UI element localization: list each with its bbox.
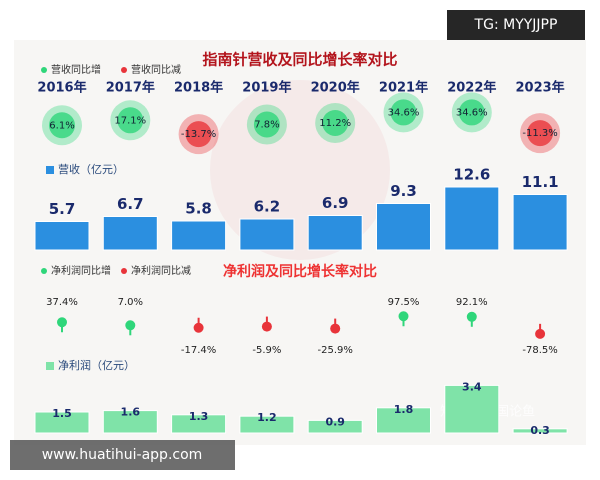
growth-label: -11.3% <box>522 128 557 139</box>
legend-label: 净利润同比减 <box>131 264 191 277</box>
growth-label: -17.4% <box>181 345 216 356</box>
growth-bubble <box>322 109 349 136</box>
growth-label: 37.4% <box>46 297 78 308</box>
growth-bubble <box>117 107 144 134</box>
bar <box>239 218 295 251</box>
legend-label: 净利润同比增 <box>51 264 111 277</box>
growth-label: 97.5% <box>388 297 420 308</box>
growth-bubble <box>185 121 212 148</box>
growth-label: 17.1% <box>114 115 146 126</box>
growth-label: 7.0% <box>118 297 143 308</box>
bar <box>171 220 227 251</box>
axis-label: 营收（亿元） <box>58 162 124 176</box>
bar <box>102 410 158 434</box>
value-label: 0.3 <box>530 424 550 437</box>
growth-dot <box>398 311 409 322</box>
value-label: 6.9 <box>322 194 349 212</box>
chart-title: 净利润及同比增长率对比 <box>223 263 377 280</box>
growth-dot <box>535 328 546 339</box>
value-label: 5.8 <box>185 200 212 218</box>
growth-dot <box>466 311 477 322</box>
x-tick-label: 2019年 <box>242 80 291 96</box>
legend-marker <box>121 268 127 274</box>
growth-label: 11.2% <box>319 118 351 129</box>
bar <box>376 407 431 434</box>
value-label: 1.5 <box>52 407 72 420</box>
bar <box>34 221 90 251</box>
bar <box>171 414 227 434</box>
growth-label: -78.5% <box>522 345 557 356</box>
legend-marker <box>41 268 47 274</box>
value-label: 6.7 <box>117 195 144 213</box>
growth-bubble <box>49 112 75 139</box>
legend-marker <box>121 67 127 73</box>
x-tick-label: 2017年 <box>106 80 155 96</box>
bar <box>444 384 500 434</box>
x-tick-label: 2022年 <box>447 80 496 96</box>
bar <box>512 428 568 434</box>
growth-label: 6.1% <box>49 120 74 131</box>
growth-label: -25.9% <box>318 345 353 356</box>
x-tick-label: 2023年 <box>516 80 565 96</box>
bar <box>239 415 295 434</box>
x-tick-label: 2018年 <box>174 80 223 96</box>
value-label: 1.2 <box>257 411 277 424</box>
growth-dot <box>193 322 204 333</box>
value-label: 0.9 <box>325 415 345 428</box>
growth-label: 7.8% <box>254 119 279 130</box>
growth-dot <box>125 320 136 331</box>
growth-dot <box>330 323 341 334</box>
bar <box>34 411 90 434</box>
bar <box>307 419 363 434</box>
watermark-box <box>447 10 585 40</box>
x-tick-label: 2021年 <box>379 80 428 96</box>
value-label: 11.1 <box>522 173 559 191</box>
value-label: 1.8 <box>394 403 414 416</box>
growth-label: 92.1% <box>456 297 488 308</box>
value-label: 12.6 <box>453 166 490 184</box>
bar <box>444 186 500 251</box>
growth-bubble <box>527 120 554 147</box>
legend-label: 营收同比减 <box>131 63 181 76</box>
logo <box>210 80 390 260</box>
bar <box>376 203 431 251</box>
bar <box>307 215 363 251</box>
growth-dot <box>261 321 272 332</box>
x-tick-label: 2016年 <box>37 80 86 96</box>
watermark-box <box>10 440 235 470</box>
x-tick-label: 2020年 <box>311 80 360 96</box>
watermark: TG: MYYJJPP <box>474 17 558 33</box>
value-label: 3.4 <box>462 380 482 393</box>
legend-label: 营收同比增 <box>51 63 101 76</box>
growth-label: 34.6% <box>388 107 420 118</box>
watermark: www.huatihui-app.com <box>42 447 203 463</box>
growth-label: -13.7% <box>181 129 216 140</box>
value-label: 9.3 <box>390 182 417 200</box>
legend-marker <box>46 362 54 370</box>
value-label: 1.3 <box>189 410 209 423</box>
growth-label: -5.9% <box>252 345 281 356</box>
bar <box>512 194 568 251</box>
value-label: 5.7 <box>49 200 76 218</box>
growth-bubble <box>390 99 417 126</box>
growth-label: 34.6% <box>456 107 488 118</box>
axis-label: 净利润（亿元） <box>58 358 135 372</box>
growth-bubble <box>458 99 485 126</box>
growth-dot <box>57 317 67 328</box>
bar <box>102 216 158 251</box>
chart-title: 指南针营收及同比增长率对比 <box>202 51 397 69</box>
value-label: 1.6 <box>121 406 141 419</box>
growth-bubble <box>253 111 280 138</box>
legend-marker <box>41 67 47 73</box>
legend-marker <box>46 166 54 174</box>
value-label: 6.2 <box>254 198 281 216</box>
